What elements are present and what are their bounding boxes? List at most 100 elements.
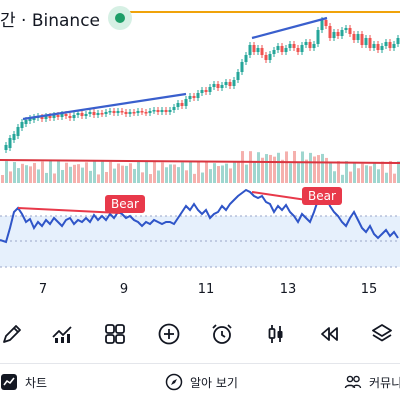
candle-body — [160, 110, 164, 112]
volume-bar — [309, 152, 312, 183]
volume-bar — [153, 161, 156, 183]
volume-bar — [133, 168, 136, 183]
candle-body — [216, 84, 220, 88]
volume-bar — [373, 163, 376, 183]
volume-bar — [109, 161, 112, 183]
candle-body — [192, 96, 196, 98]
volume-bar — [93, 161, 96, 183]
candle-body — [128, 112, 132, 114]
volume-bar — [329, 162, 332, 183]
candle-body — [200, 90, 204, 93]
volume-bar — [349, 171, 352, 183]
candle-body — [60, 114, 64, 117]
time-axis-label: 15 — [360, 282, 378, 297]
candle-body — [220, 85, 224, 88]
volume-bar — [269, 154, 272, 183]
volume-bar — [393, 173, 396, 183]
candle-body — [92, 112, 96, 115]
nav-chart-label: 차트 — [25, 375, 48, 390]
candle-body — [72, 115, 76, 118]
volume-bar — [341, 174, 344, 183]
candle-body — [312, 44, 316, 48]
volume-bar — [165, 167, 168, 183]
indicators-icon — [52, 326, 72, 343]
candle-style-icon — [268, 325, 283, 343]
volume-bar — [321, 153, 324, 183]
candle-body — [88, 112, 92, 114]
candle-body — [260, 48, 264, 55]
volume-bar — [193, 173, 196, 183]
candle-body — [224, 82, 228, 85]
volume-bar — [185, 170, 188, 183]
community-icon — [344, 375, 362, 389]
add-button[interactable] — [151, 316, 187, 352]
candle-body — [28, 118, 32, 121]
volume-bar — [13, 162, 16, 183]
candle-body — [84, 114, 88, 116]
replay-button[interactable] — [311, 316, 347, 352]
nav-community[interactable]: 커뮤니 — [344, 371, 400, 393]
candle-body — [300, 45, 304, 52]
candle-body — [144, 112, 148, 114]
volume-bar — [169, 164, 172, 183]
candle-body — [112, 111, 116, 113]
candle-body — [96, 113, 100, 115]
candle-body — [316, 30, 320, 44]
volume-bar — [265, 154, 268, 183]
candle-body — [124, 112, 128, 114]
volume-bar — [173, 164, 176, 183]
candle-body — [384, 42, 388, 46]
volume-bar — [397, 161, 400, 183]
candle-body — [360, 34, 364, 45]
chart-area[interactable]: 간 · Binance Bear Bear 7 9 11 13 15 — [0, 0, 400, 308]
draw-button[interactable] — [0, 316, 30, 352]
candle-body — [388, 42, 392, 48]
symbol-title[interactable]: 간 · Binance — [0, 10, 101, 31]
candle-body — [356, 34, 360, 40]
volume-bar — [277, 152, 280, 183]
bear-divergence-label: Bear — [302, 187, 342, 205]
live-dot-icon — [115, 13, 126, 23]
volume-bar — [89, 170, 92, 183]
candle-body — [304, 42, 308, 45]
volume-bar — [317, 155, 320, 183]
candle-body — [252, 45, 256, 52]
candle-body — [332, 32, 336, 38]
symbol-title-bar[interactable]: 간 · Binance — [0, 6, 133, 31]
draw-icon — [3, 325, 21, 343]
price-chart[interactable] — [0, 0, 400, 308]
layers-button[interactable] — [364, 316, 400, 352]
candle-body — [120, 111, 124, 113]
nav-chart[interactable]: 차트 — [0, 371, 47, 393]
candle-body — [268, 54, 272, 60]
volume-bar — [313, 156, 316, 183]
candle-body — [64, 114, 68, 116]
volume-bar — [253, 161, 256, 183]
candle-body — [40, 117, 44, 119]
alert-button[interactable] — [204, 316, 240, 352]
volume-bar — [189, 161, 192, 183]
volume-bar — [5, 161, 8, 183]
candle-body — [372, 44, 376, 48]
candle-body — [276, 46, 280, 50]
volume-bar — [249, 151, 252, 183]
volume-bar — [57, 161, 60, 183]
layout-button[interactable] — [97, 316, 133, 352]
volume-bar — [377, 169, 380, 183]
add-icon — [158, 323, 180, 345]
volume-bar — [181, 162, 184, 183]
volume-bar — [129, 163, 132, 183]
nav-explore[interactable]: 알아 보기 — [165, 371, 238, 393]
volume-bar — [225, 163, 228, 183]
chart-style-button[interactable] — [258, 316, 294, 352]
layout-grid-icon — [105, 324, 125, 344]
candle-body — [284, 48, 288, 52]
volume-bar — [217, 166, 220, 183]
candle-body — [188, 96, 192, 99]
volume-bar — [49, 161, 52, 183]
indicators-button[interactable] — [44, 316, 80, 352]
market-status-indicator — [108, 6, 133, 30]
candle-body — [12, 134, 16, 140]
volume-bar — [297, 163, 300, 183]
volume-bar — [385, 172, 388, 183]
